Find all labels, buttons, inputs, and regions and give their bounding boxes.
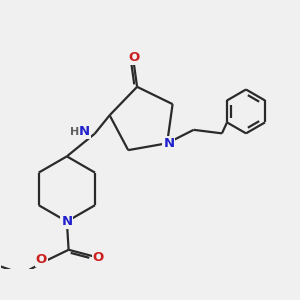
Text: N: N bbox=[163, 137, 174, 150]
Text: O: O bbox=[36, 253, 47, 266]
Text: N: N bbox=[79, 125, 90, 138]
Text: O: O bbox=[128, 51, 139, 64]
Text: O: O bbox=[93, 251, 104, 264]
Text: H: H bbox=[70, 127, 80, 137]
Text: N: N bbox=[61, 215, 72, 228]
